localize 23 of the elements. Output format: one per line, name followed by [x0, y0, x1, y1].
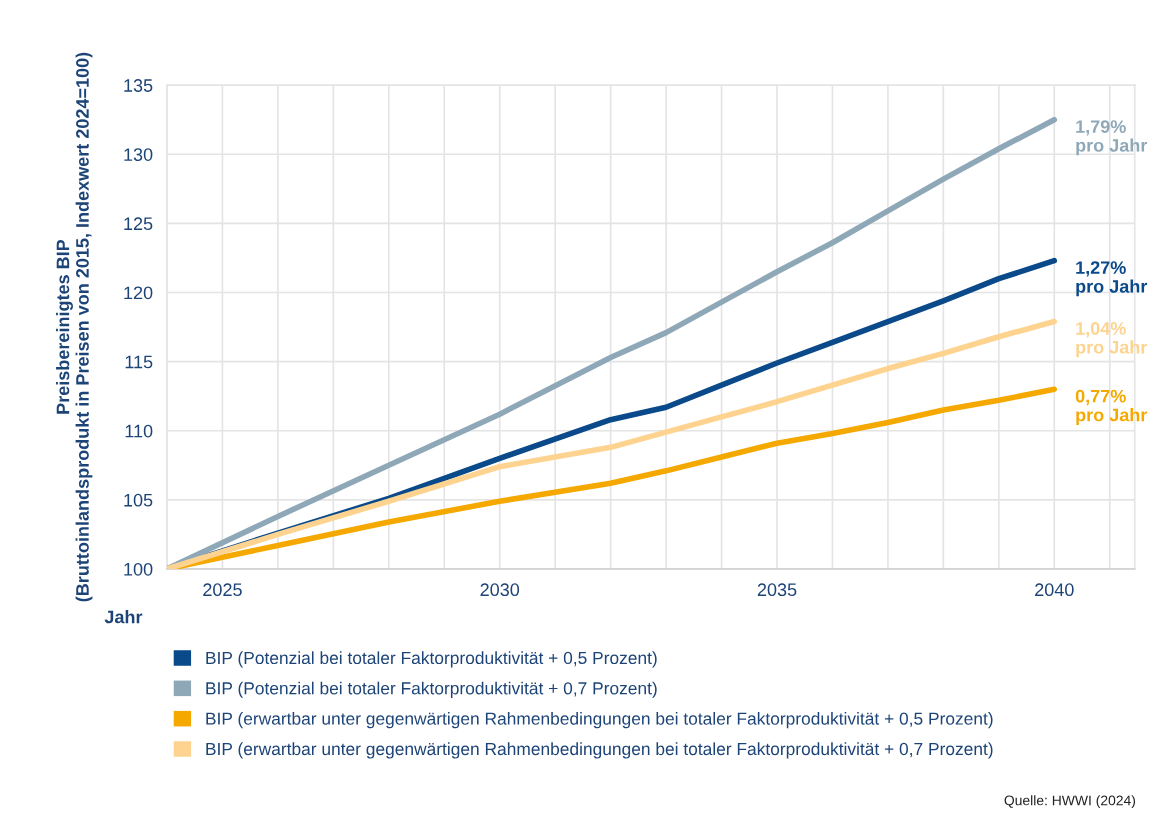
- y-tick-label: 105: [124, 493, 153, 507]
- y-tick-label: 135: [124, 79, 153, 92]
- y-tick-label: 115: [125, 355, 153, 369]
- x-tick-label: 2040: [1035, 583, 1074, 597]
- annotation: 1,27% pro Jahr: [1076, 261, 1148, 297]
- source-note: Quelle: HWWI (2024): [1004, 795, 1136, 809]
- legend-label: BIP (erwartbar unter gegenwärtigen Rahmenbedingungen bei totaler Faktorproduktivität + 0,5 Prozent): [206, 712, 993, 729]
- y-tick-label: 130: [124, 148, 153, 161]
- legend-label: BIP (Potenzial bei totaler Faktorproduktivität + 0,5 Prozent): [206, 651, 657, 668]
- x-axis-title: Jahr: [104, 610, 143, 624]
- y-axis-title: Preisbereinigtes BIP (Bruttoinlandsprodukt in Preisen von 2015, Indexwert 2024=100): [56, 52, 93, 602]
- y-tick-label: 100: [124, 562, 153, 576]
- y-tick-label: 120: [124, 286, 153, 300]
- annotation: 1,04% pro Jahr: [1076, 322, 1148, 358]
- annotation: 1,79% pro Jahr: [1076, 120, 1148, 156]
- x-tick-label: 2030: [480, 583, 520, 597]
- legend-label: BIP (erwartbar unter gegenwärtigen Rahmenbedingungen bei totaler Faktorproduktivität + 0,7 Prozent): [206, 742, 993, 759]
- y-tick-label: 110: [125, 424, 153, 438]
- legend-label: BIP (Potenzial bei totaler Faktorproduktivität + 0,7 Prozent): [206, 681, 657, 698]
- x-tick-label: 2025: [203, 583, 242, 597]
- x-tick-label: 2035: [757, 583, 797, 597]
- annotation: 0,77% pro Jahr: [1075, 389, 1148, 425]
- y-tick-label: 125: [124, 217, 153, 231]
